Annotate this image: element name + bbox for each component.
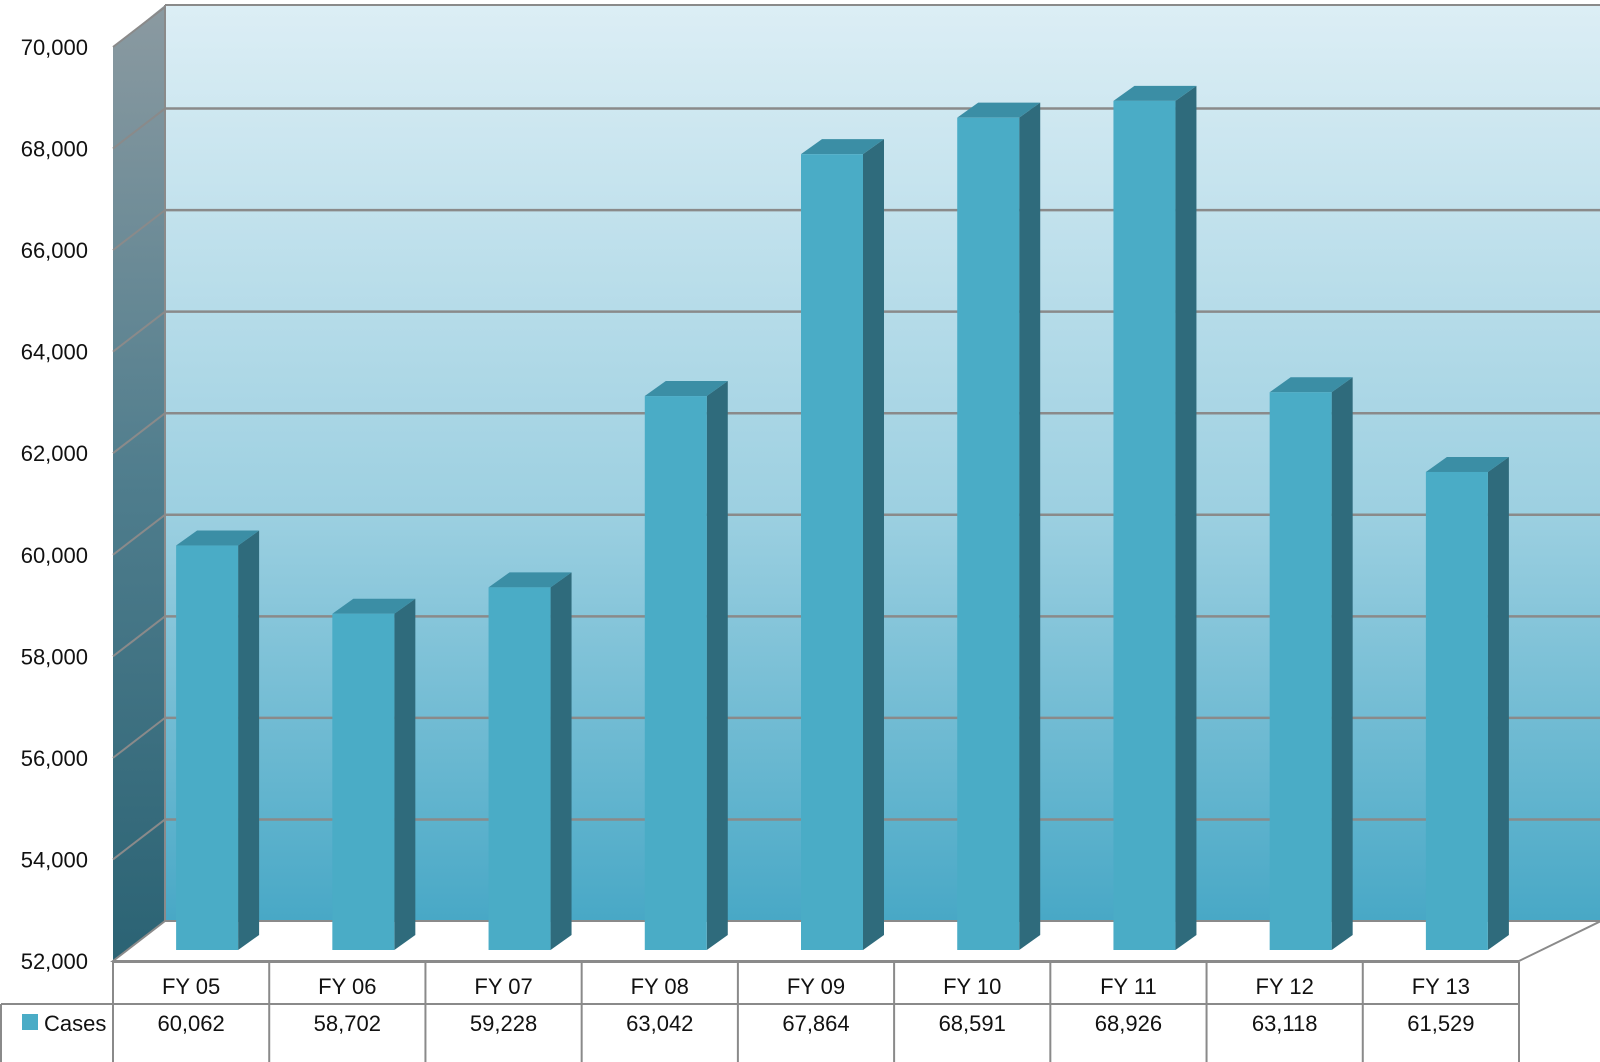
bar-top: [176, 530, 260, 546]
bar-side: [394, 598, 416, 950]
data-value-label: 67,864: [782, 1011, 849, 1036]
bar-side: [1175, 85, 1197, 950]
gridline-side: [112, 818, 166, 861]
gridline-side: [112, 310, 166, 353]
bar-top: [1113, 85, 1197, 101]
data-value-label: 68,591: [939, 1011, 1006, 1036]
data-value-label: 63,118: [1252, 1011, 1318, 1036]
bar-side: [550, 572, 572, 950]
bar-front: [488, 587, 551, 950]
bar-side: [706, 381, 728, 950]
bar: [801, 139, 884, 950]
bar-top: [332, 598, 416, 614]
y-tick-label: 54,000: [21, 847, 88, 872]
bar: [644, 381, 728, 950]
data-value-label: 59,228: [470, 1011, 537, 1036]
bars: [176, 85, 1509, 951]
bar: [1269, 377, 1353, 950]
bar-side: [1019, 102, 1041, 951]
y-tick-label: 64,000: [21, 340, 88, 365]
bar-top: [1425, 456, 1509, 472]
y-tick-label: 66,000: [21, 238, 88, 263]
bar-top: [801, 139, 884, 155]
bar-front: [644, 396, 707, 950]
gridline-side: [112, 615, 166, 658]
bar-top: [644, 381, 728, 397]
y-tick-label: 68,000: [21, 137, 88, 162]
legend-key: [22, 1014, 38, 1030]
gridline-side: [112, 6, 166, 48]
bar-side: [1487, 456, 1509, 950]
bar-front: [1425, 471, 1488, 950]
x-category-label: FY 09: [787, 974, 845, 999]
bar-front: [176, 545, 239, 950]
x-category-label: FY 13: [1412, 974, 1470, 999]
data-value-label: 58,702: [314, 1011, 381, 1036]
y-axis-tick-labels: 52,000 54,000 56,000 58,000 60,000 62,000 64,0…: [21, 35, 88, 974]
bar-top: [957, 102, 1041, 118]
gridline-side: [112, 107, 166, 150]
bar: [332, 598, 416, 950]
side-wall: [113, 5, 165, 961]
data-value-label: 68,926: [1095, 1011, 1162, 1036]
bar-front: [957, 117, 1020, 951]
bar: [957, 102, 1041, 951]
data-value-label: 61,529: [1407, 1011, 1474, 1036]
gridline-side: [112, 412, 166, 455]
bar-side: [238, 530, 260, 950]
bar-top: [1269, 377, 1353, 393]
gridline-side: [112, 717, 166, 759]
data-value-label: 60,062: [157, 1011, 224, 1036]
legend-label: Cases: [44, 1011, 106, 1036]
x-category-label: FY 12: [1256, 974, 1314, 999]
y-tick-label: 56,000: [21, 746, 88, 771]
bar-front: [332, 613, 395, 950]
bar: [488, 572, 572, 950]
y-tick-label: 70,000: [21, 35, 88, 60]
data-table: FY 05 60,062 FY 06 58,702 FY 07 59,228 FY 08 63…: [0, 961, 1520, 1062]
bar: [1113, 85, 1197, 950]
bar: [1425, 456, 1509, 950]
x-category-label: FY 05: [162, 974, 220, 999]
gridline-side: [112, 209, 166, 251]
x-category-label: FY 06: [318, 974, 376, 999]
bar-side: [1331, 377, 1353, 950]
data-value-label: 63,042: [626, 1011, 693, 1036]
bar-front: [801, 154, 863, 950]
bar: [176, 530, 260, 950]
bar-side: [863, 139, 884, 950]
bar-front: [1269, 392, 1332, 950]
x-category-label: FY 07: [474, 974, 532, 999]
y-tick-label: 58,000: [21, 644, 88, 669]
gridline-side: [112, 513, 166, 556]
y-tick-label: 52,000: [21, 949, 88, 974]
bar-top: [488, 572, 572, 588]
bar-front: [1113, 100, 1176, 950]
x-category-label: FY 10: [943, 974, 1001, 999]
y-tick-label: 60,000: [21, 543, 88, 568]
x-category-label: FY 08: [631, 974, 689, 999]
x-category-label: FY 11: [1100, 974, 1157, 999]
y-tick-label: 62,000: [21, 441, 88, 466]
